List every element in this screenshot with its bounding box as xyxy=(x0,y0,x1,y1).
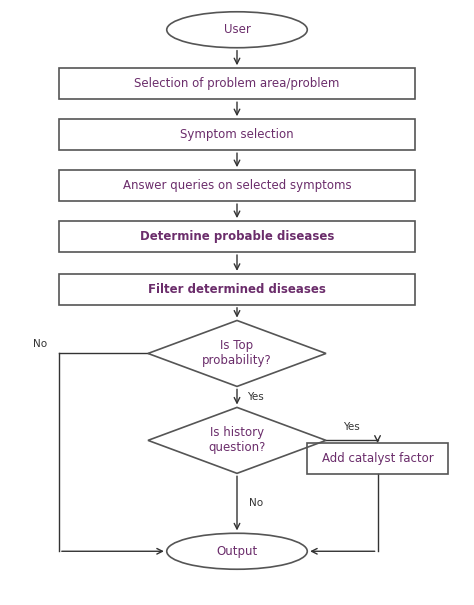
Bar xyxy=(59,221,415,252)
Bar xyxy=(59,170,415,201)
Text: Yes: Yes xyxy=(247,392,264,402)
Text: User: User xyxy=(224,23,250,36)
Text: Add catalyst factor: Add catalyst factor xyxy=(322,452,433,465)
Text: Selection of problem area/problem: Selection of problem area/problem xyxy=(134,77,340,90)
Text: Symptom selection: Symptom selection xyxy=(180,128,294,141)
Text: No: No xyxy=(249,499,263,508)
Text: Is history
question?: Is history question? xyxy=(208,427,266,454)
Text: Output: Output xyxy=(216,544,258,558)
Text: Determine probable diseases: Determine probable diseases xyxy=(140,230,334,243)
Bar xyxy=(307,443,448,474)
Text: Filter determined diseases: Filter determined diseases xyxy=(148,283,326,296)
Text: Answer queries on selected symptoms: Answer queries on selected symptoms xyxy=(123,179,351,192)
Text: No: No xyxy=(33,339,47,350)
Bar xyxy=(59,273,415,305)
Bar xyxy=(59,119,415,150)
Text: Yes: Yes xyxy=(343,422,360,432)
Bar xyxy=(59,68,415,99)
Text: Is Top
probability?: Is Top probability? xyxy=(202,339,272,367)
